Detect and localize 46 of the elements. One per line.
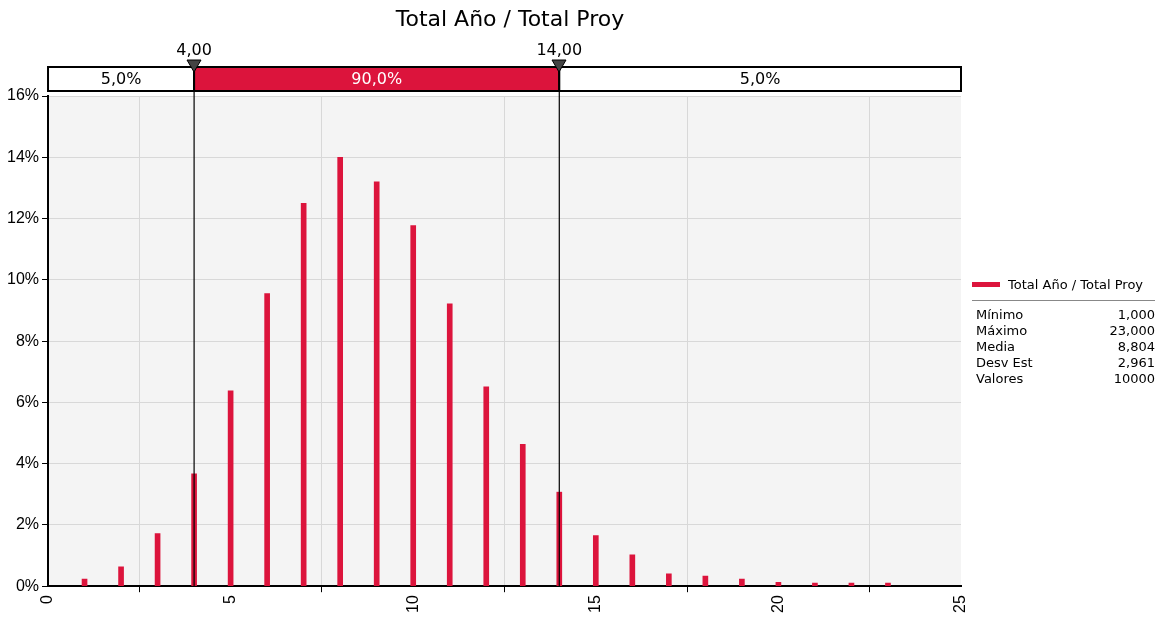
- y-tick-label: 0%: [15, 576, 40, 594]
- chart-title: Total Año / Total Proy: [394, 6, 626, 31]
- text: Máximo: [976, 323, 1029, 338]
- x-tick-label: 10: [403, 595, 421, 613]
- text: Desv Est: [976, 355, 1034, 370]
- bar: [592, 535, 599, 587]
- bar: [118, 566, 124, 587]
- text: 8,804: [1116, 339, 1155, 354]
- x-tick-label: 20: [768, 595, 786, 613]
- text: Media: [976, 339, 1017, 354]
- y-tick-label: 10%: [6, 270, 40, 288]
- text: 5,0%: [100, 69, 142, 89]
- bar: [373, 181, 380, 587]
- bar: [666, 573, 672, 587]
- bar: [483, 386, 490, 587]
- x-tick-label: 25: [951, 595, 969, 613]
- bar: [519, 444, 526, 587]
- y-tick-label: 16%: [6, 86, 40, 104]
- text: 2,961: [1116, 355, 1155, 370]
- bar: [812, 582, 818, 587]
- y-tick-label: 14%: [6, 147, 40, 165]
- bar: [337, 156, 344, 587]
- y-tick-label: 4%: [15, 454, 40, 472]
- y-tick-label: 8%: [15, 331, 40, 349]
- text: 10000: [1112, 371, 1155, 386]
- text: Valores: [976, 371, 1025, 386]
- bar: [629, 554, 636, 587]
- legend-label: Total Año / Total Proy: [1008, 277, 1144, 292]
- y-tick-label: 2%: [15, 515, 40, 533]
- text: 1,000: [1116, 307, 1155, 322]
- bar: [410, 225, 417, 587]
- bar: [446, 303, 453, 587]
- x-tick-label: 5: [221, 595, 239, 605]
- y-tick-label: 6%: [15, 392, 40, 410]
- y-tick-label: 12%: [6, 208, 40, 226]
- bar: [885, 582, 891, 587]
- text: 90,0%: [351, 69, 403, 89]
- ref-line-label: 4,00: [176, 40, 212, 60]
- x-tick-label: 15: [586, 595, 604, 613]
- bar: [264, 293, 270, 587]
- text: Mínimo: [976, 307, 1025, 322]
- x-tick-label: 0: [38, 595, 56, 605]
- bar: [739, 578, 745, 587]
- ref-line-label: 14,00: [536, 40, 583, 60]
- text: 23,000: [1109, 323, 1155, 338]
- text: 5,0%: [739, 69, 781, 89]
